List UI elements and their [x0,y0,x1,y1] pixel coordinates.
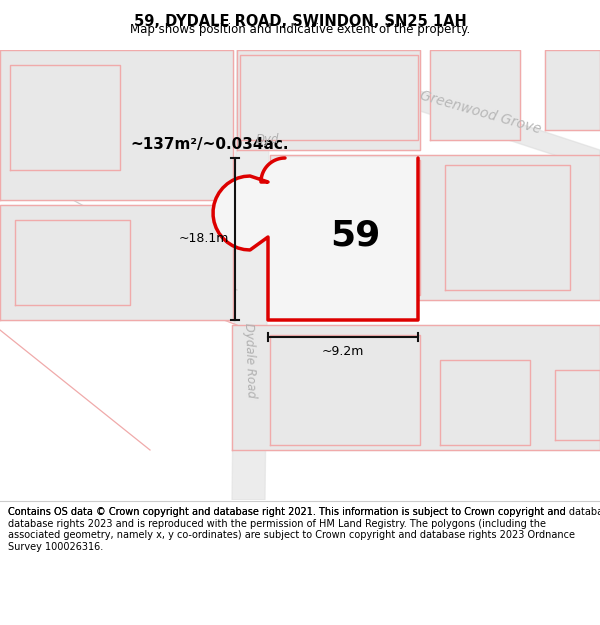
Polygon shape [0,205,233,320]
Text: Greenwood Grove: Greenwood Grove [418,88,542,136]
Polygon shape [270,335,420,445]
Polygon shape [15,220,130,305]
Polygon shape [555,370,600,440]
Polygon shape [213,158,418,320]
Polygon shape [545,50,600,130]
Polygon shape [232,50,270,500]
Text: Contains OS data © Crown copyright and database right 2021. This information is : Contains OS data © Crown copyright and d… [8,507,575,552]
Text: Contains OS data © Crown copyright and database right 2021. This information is : Contains OS data © Crown copyright and d… [8,507,600,517]
Text: ~18.1m: ~18.1m [179,232,229,246]
Polygon shape [232,325,600,450]
Polygon shape [240,55,418,140]
Text: 59, DYDALE ROAD, SWINDON, SN25 1AH: 59, DYDALE ROAD, SWINDON, SN25 1AH [134,14,466,29]
Polygon shape [0,50,233,200]
Polygon shape [10,65,120,170]
Polygon shape [275,160,420,295]
Polygon shape [430,50,520,140]
Polygon shape [270,155,600,300]
Polygon shape [445,165,570,290]
Text: Map shows position and indicative extent of the property.: Map shows position and indicative extent… [130,23,470,36]
Polygon shape [295,50,600,170]
Text: Dydale Road: Dydale Road [242,322,258,398]
Text: Dyd: Dyd [256,134,280,146]
Text: ~9.2m: ~9.2m [322,345,364,358]
Text: ~137m²/~0.034ac.: ~137m²/~0.034ac. [130,138,289,152]
Polygon shape [440,360,530,445]
Text: 59: 59 [330,218,380,252]
Polygon shape [237,50,420,150]
